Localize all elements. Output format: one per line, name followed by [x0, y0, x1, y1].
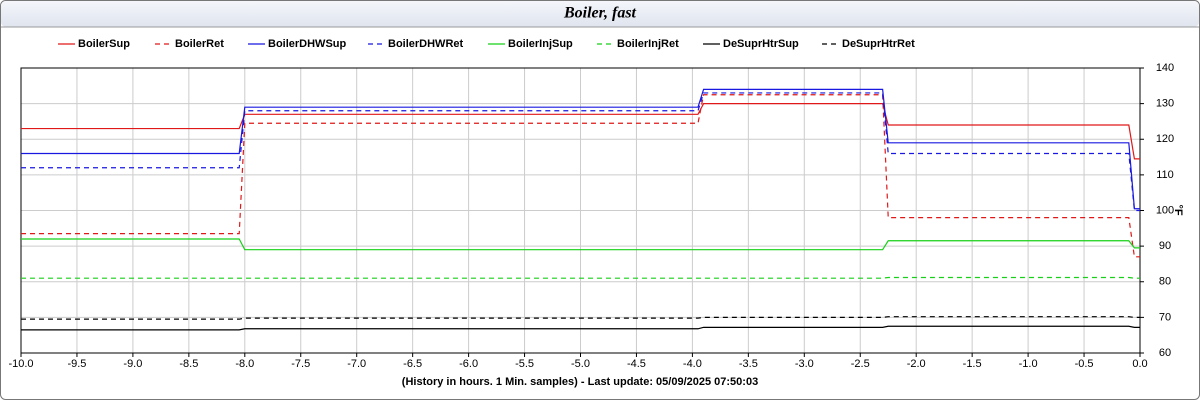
- series-line: [21, 325, 1140, 331]
- x-tick-label: -1.0: [1019, 358, 1038, 370]
- legend-label: BoilerInjRet: [617, 38, 679, 50]
- y-tick-label: 90: [1159, 240, 1171, 252]
- x-tick-label: -3.5: [739, 358, 758, 370]
- series-line: [21, 238, 1140, 251]
- x-tick-label: -10.0: [8, 358, 33, 370]
- x-tick-label: -7.0: [347, 358, 366, 370]
- chart-title: Boiler, fast: [563, 5, 637, 22]
- x-tick-label: -0.5: [1075, 358, 1094, 370]
- x-tick-label: -4.0: [683, 358, 702, 370]
- y-tick-label: 120: [1156, 133, 1174, 145]
- x-tick-label: -2.0: [907, 358, 926, 370]
- y-tick-label: 80: [1159, 276, 1171, 288]
- y-tick-label: 70: [1159, 311, 1171, 323]
- legend-label: BoilerDHWSup: [268, 38, 347, 50]
- x-axis-label: (History in hours. 1 Min. samples) - Las…: [402, 376, 758, 388]
- x-tick-label: -9.0: [123, 358, 142, 370]
- legend-label: DeSuprHtrRet: [842, 38, 915, 50]
- series-line: [21, 103, 1140, 160]
- legend-label: BoilerRet: [175, 38, 224, 50]
- y-tick-label: 110: [1156, 169, 1174, 181]
- x-tick-label: -4.5: [627, 358, 646, 370]
- series-line: [21, 94, 1140, 258]
- x-tick-label: 0.0: [1132, 358, 1147, 370]
- x-tick-label: -2.5: [851, 358, 870, 370]
- x-tick-label: -1.5: [963, 358, 982, 370]
- series-line: [21, 92, 1140, 212]
- x-tick-label: -5.0: [571, 358, 590, 370]
- x-tick-label: -3.0: [795, 358, 814, 370]
- legend-label: BoilerDHWRet: [388, 38, 464, 50]
- title-bar: [1, 1, 1199, 27]
- series-line: [21, 316, 1140, 320]
- x-tick-label: -7.5: [291, 358, 310, 370]
- y-axis-label: °F: [1172, 204, 1184, 215]
- series-line: [21, 88, 1140, 210]
- x-tick-label: -9.5: [67, 358, 86, 370]
- legend-label: BoilerSup: [78, 38, 130, 50]
- y-tick-label: 130: [1156, 98, 1174, 110]
- series-line: [21, 276, 1140, 279]
- x-tick-label: -5.5: [515, 358, 534, 370]
- y-tick-label: 60: [1159, 347, 1171, 359]
- legend-label: BoilerInjSup: [508, 38, 573, 50]
- x-tick-label: -6.5: [403, 358, 422, 370]
- y-tick-label: 100: [1156, 204, 1174, 216]
- x-tick-label: -8.5: [179, 358, 198, 370]
- legend-label: DeSuprHtrSup: [723, 38, 799, 50]
- x-tick-label: -6.0: [459, 358, 478, 370]
- x-tick-label: -8.0: [235, 358, 254, 370]
- y-tick-label: 140: [1156, 62, 1174, 74]
